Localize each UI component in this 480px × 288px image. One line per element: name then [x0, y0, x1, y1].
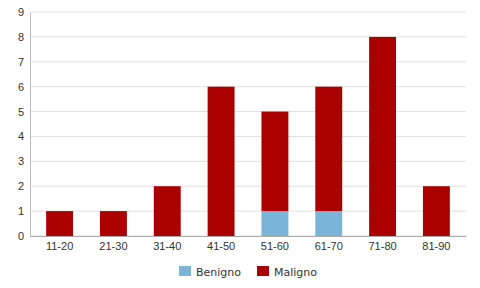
legend-item: Maligno [257, 266, 317, 279]
bar [261, 211, 288, 236]
y-tick-label: 6 [18, 81, 24, 93]
y-tick: 8 [18, 31, 30, 43]
bar [100, 211, 127, 236]
y-tick-label: 1 [18, 205, 24, 217]
grid-line [30, 136, 466, 137]
grid-line [30, 12, 466, 13]
y-tick-label: 5 [18, 106, 24, 118]
y-tick: 3 [18, 155, 30, 167]
y-tick: 5 [18, 106, 30, 118]
bar [423, 186, 450, 236]
x-tick-label: 31-40 [153, 240, 181, 252]
x-tick: 41-50 [207, 240, 235, 252]
bar [261, 112, 288, 212]
y-tick: 6 [18, 81, 30, 93]
bar [369, 37, 396, 236]
x-tick: 81-90 [422, 240, 450, 252]
y-tick: 4 [18, 130, 30, 142]
y-tick-label: 9 [18, 6, 24, 18]
chart-container: 0 1 2 3 4 5 6 7 8 9 11-20 21-30 31-40 41-50 51-60 61-70… [0, 0, 480, 288]
bar-series [46, 37, 450, 236]
y-tick-label: 2 [18, 180, 24, 192]
x-tick: 31-40 [153, 240, 181, 252]
x-tick-label: 61-70 [315, 240, 343, 252]
x-tick: 11-20 [46, 240, 73, 252]
x-tick-label: 41-50 [207, 240, 235, 252]
bar [315, 211, 342, 236]
x-tick: 21-30 [99, 240, 127, 252]
x-axis: 11-20 21-30 31-40 41-50 51-60 61-70 71-80 81-90 [31, 237, 467, 252]
grid-line [30, 161, 466, 162]
y-axis: 0 1 2 3 4 5 6 7 8 9 [18, 6, 31, 242]
y-tick-label: 3 [18, 155, 24, 167]
legend-item: Benigno [179, 266, 241, 279]
y-tick-label: 7 [18, 56, 24, 68]
y-tick: 0 [18, 230, 30, 242]
bar [315, 87, 342, 211]
x-axis-line [31, 236, 467, 237]
grid-line [30, 186, 466, 187]
grid-line [30, 61, 466, 62]
bar [46, 211, 73, 236]
x-tick-label: 51-60 [261, 240, 289, 252]
x-tick-label: 81-90 [422, 240, 450, 252]
x-tick: 51-60 [261, 240, 289, 252]
y-tick: 7 [18, 56, 30, 68]
grid-line [30, 211, 466, 212]
y-axis-line [30, 13, 31, 237]
bar-series [261, 211, 342, 236]
grid-line [30, 36, 466, 37]
y-tick-label: 0 [18, 230, 24, 242]
x-tick-label: 71-80 [368, 240, 396, 252]
grid [30, 12, 466, 236]
legend-label: Maligno [274, 266, 317, 279]
y-tick: 2 [18, 180, 30, 192]
legend-swatch [257, 266, 269, 276]
x-tick-label: 11-20 [46, 240, 73, 252]
legend-swatch [179, 266, 191, 276]
grid-line [30, 111, 466, 112]
grid-line [30, 236, 466, 237]
bar [154, 186, 181, 236]
x-tick-label: 21-30 [99, 240, 127, 252]
legend: Benigno Maligno [179, 266, 317, 279]
y-tick: 1 [18, 205, 30, 217]
bars [46, 37, 450, 236]
legend-label: Benigno [196, 266, 241, 279]
bar [208, 87, 235, 236]
x-tick: 61-70 [315, 240, 343, 252]
grid-line [30, 86, 466, 87]
x-tick: 71-80 [368, 240, 396, 252]
y-tick: 9 [18, 6, 30, 18]
y-tick-label: 8 [18, 31, 24, 43]
plot-area: 0 1 2 3 4 5 6 7 8 9 11-20 21-30 31-40 41-50 51-60 61-70… [18, 6, 467, 252]
chart-svg: 0 1 2 3 4 5 6 7 8 9 11-20 21-30 31-40 41-50 51-60 61-70… [0, 0, 480, 288]
y-tick-label: 4 [18, 130, 24, 142]
